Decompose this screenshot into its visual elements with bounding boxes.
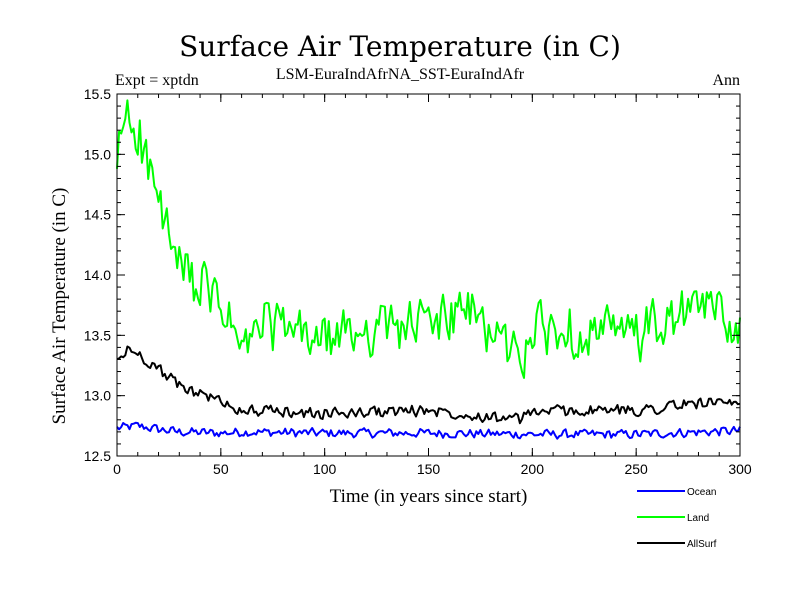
period-label: Ann	[712, 72, 740, 89]
legend-label-ocean: Ocean	[687, 487, 716, 498]
plot-frame	[116, 93, 741, 457]
y-tick-label: 15.0	[84, 146, 111, 162]
chart-title: Surface Air Temperature (in C)	[179, 30, 621, 63]
y-tick-label: 12.5	[84, 448, 111, 464]
y-tick-label: 13.0	[84, 388, 111, 404]
series-line-land	[116, 99, 741, 379]
series-line-ocean	[116, 421, 741, 440]
x-tick-label: 200	[521, 461, 545, 477]
x-tick-label: 100	[313, 461, 337, 477]
x-tick-label: 50	[213, 461, 229, 477]
x-tick-label: 0	[113, 461, 121, 477]
y-tick-label: 15.5	[84, 86, 111, 102]
y-tick-label: 14.5	[84, 207, 111, 223]
run-name-label: LSM-EuraIndAfrNA_SST-EuraIndAfr	[275, 66, 525, 83]
legend-label-allsurf: AllSurf	[687, 539, 717, 550]
x-tick-label: 250	[624, 461, 648, 477]
legend-label-land: Land	[687, 513, 709, 524]
x-tick-label: 150	[417, 461, 441, 477]
x-tick-label: 300	[728, 461, 752, 477]
experiment-label: Expt = xptdn	[115, 72, 199, 89]
series-line-allsurf	[116, 345, 741, 425]
x-axis-label: Time (in years since start)	[329, 486, 528, 507]
y-tick-label: 13.5	[84, 327, 111, 343]
y-tick-label: 14.0	[84, 267, 111, 283]
